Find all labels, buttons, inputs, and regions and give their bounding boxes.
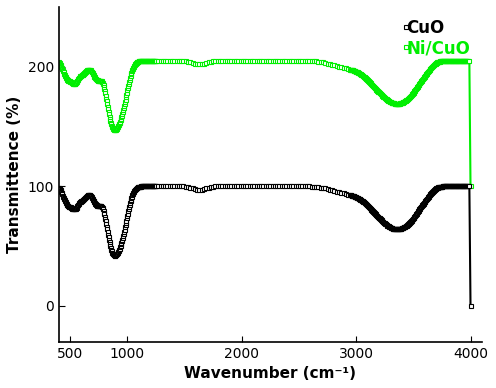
Ni/CuO xyxy=(286,59,292,63)
CuO xyxy=(468,303,474,308)
Ni/CuO xyxy=(392,101,398,106)
Ni/CuO xyxy=(138,59,144,63)
Legend: CuO, Ni/CuO: CuO, Ni/CuO xyxy=(400,12,477,64)
Ni/CuO xyxy=(76,75,82,80)
CuO xyxy=(466,184,472,189)
CuO xyxy=(392,227,398,232)
Ni/CuO xyxy=(455,59,461,63)
CuO xyxy=(138,184,144,189)
CuO xyxy=(455,184,461,189)
Line: Ni/CuO: Ni/CuO xyxy=(57,58,473,189)
CuO xyxy=(66,204,72,209)
X-axis label: Wavenumber (cm⁻¹): Wavenumber (cm⁻¹) xyxy=(185,366,356,381)
CuO xyxy=(76,201,82,205)
CuO xyxy=(56,185,62,190)
Y-axis label: Transmittence (%): Transmittence (%) xyxy=(7,96,22,253)
Ni/CuO xyxy=(66,79,72,83)
Ni/CuO xyxy=(56,60,62,64)
Line: CuO: CuO xyxy=(57,184,473,308)
CuO xyxy=(286,184,292,189)
Ni/CuO xyxy=(466,59,472,63)
Ni/CuO xyxy=(468,184,474,189)
